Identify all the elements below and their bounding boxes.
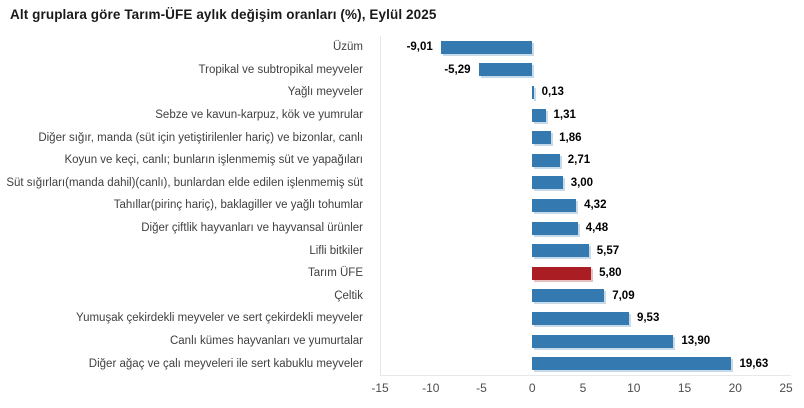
- bar: [440, 40, 533, 54]
- value-label: 9,53: [636, 312, 660, 325]
- x-axis-tick: -10: [422, 381, 440, 395]
- chart-row: Diğer çiftlik hayvanları ve hayvansal ür…: [0, 217, 804, 240]
- category-label: Çeltik: [334, 289, 363, 302]
- bar: [532, 334, 674, 348]
- bar: [532, 85, 534, 99]
- bar: [532, 108, 546, 122]
- chart-row: Yağlı meyveler 0,13: [0, 81, 804, 104]
- chart-row: Çeltik 7,09: [0, 285, 804, 308]
- chart-row: Sebze ve kavun-karpuz, kök ve yumrular 1,…: [0, 104, 804, 127]
- value-label: 1,31: [553, 109, 576, 122]
- value-label: -5,29: [444, 63, 471, 76]
- chart-row: Koyun ve keçi, canlı; bunların işlenmemi…: [0, 149, 804, 172]
- value-label: 0,13: [541, 86, 564, 99]
- chart-row: Diğer sığır, manda (süt için yetiştirile…: [0, 126, 804, 149]
- category-label: Koyun ve keçi, canlı; bunların işlenmemi…: [64, 154, 363, 167]
- bar: [532, 176, 563, 190]
- chart-row: Tahıllar(pirinç hariç), baklagiller ve y…: [0, 194, 804, 217]
- category-label: Tahıllar(pirinç hariç), baklagiller ve y…: [113, 199, 363, 212]
- category-label: Yumuşak çekirdekli meyveler ve sert çeki…: [76, 312, 363, 325]
- bar: [532, 289, 605, 303]
- bar: [478, 63, 533, 77]
- chart-title: Alt gruplara göre Tarım-ÜFE aylık değişi…: [10, 7, 437, 22]
- chart-row: Lifli bitkiler 5,57: [0, 239, 804, 262]
- highlight-bar: [532, 266, 592, 280]
- x-axis-tick: 0: [528, 381, 536, 395]
- value-label: 7,09: [612, 289, 635, 302]
- bar: [532, 244, 589, 258]
- value-label: 4,32: [584, 199, 607, 212]
- category-label: Diğer sığır, manda (süt için yetiştirile…: [38, 131, 363, 144]
- x-axis: -15 -10 -5 0 5 10 15 20 25: [0, 381, 804, 397]
- category-label: Tropikal ve subtropikal meyveler: [198, 63, 363, 76]
- bar: [532, 131, 552, 145]
- chart-row: Üzüm -9,01: [0, 36, 804, 59]
- category-label: Diğer ağaç ve çalı meyveleri ile sert ka…: [88, 357, 363, 370]
- category-label: Diğer çiftlik hayvanları ve hayvansal ür…: [141, 222, 363, 235]
- x-axis-tick: 25: [779, 381, 793, 395]
- chart-row: Tarım ÜFE 5,80: [0, 262, 804, 285]
- category-label: Süt sığırları(manda dahil)(canlı), bunla…: [6, 176, 363, 189]
- x-axis-tick: 5: [579, 381, 587, 395]
- category-label: Yağlı meyveler: [287, 86, 363, 99]
- value-label: 4,48: [585, 222, 609, 235]
- chart-row: Süt sığırları(manda dahil)(canlı), bunla…: [0, 172, 804, 195]
- category-label: Canlı kümes hayvanları ve yumurtalar: [169, 335, 363, 348]
- bar: [532, 153, 560, 167]
- bar: [532, 311, 629, 325]
- x-axis-tick: 20: [728, 381, 742, 395]
- category-label: Lifli bitkiler: [309, 244, 363, 257]
- plot-left-border: [380, 36, 381, 375]
- chart-row: Canlı kümes hayvanları ve yumurtalar 13,9…: [0, 330, 804, 353]
- x-axis-tick: 15: [677, 381, 692, 395]
- value-label: 3,00: [570, 176, 594, 189]
- value-label: -9,01: [406, 41, 433, 54]
- chart-row: Tropikal ve subtropikal meyveler -5,29: [0, 59, 804, 82]
- plot-rows: Üzüm -9,01 Tropikal ve subtropikal meyvele…: [0, 36, 804, 375]
- value-label: 1,86: [559, 131, 582, 144]
- value-label: 5,80: [599, 267, 622, 280]
- x-axis-tick: -15: [371, 381, 389, 395]
- value-label: 13,90: [681, 335, 711, 348]
- value-label: 2,71: [567, 154, 591, 167]
- category-label: Sebze ve kavun-karpuz, kök ve yumrular: [155, 109, 363, 122]
- category-label: Üzüm: [332, 41, 363, 54]
- chart-row: Diğer ağaç ve çalı meyveleri ile sert ka…: [0, 352, 804, 375]
- bar: [532, 221, 578, 235]
- bar: [532, 357, 732, 371]
- x-axis-line: [380, 375, 791, 376]
- value-label: 5,57: [596, 244, 620, 257]
- x-axis-tick: -5: [476, 381, 487, 395]
- category-label: Tarım ÜFE: [308, 267, 363, 280]
- chart-row: Yumuşak çekirdekli meyveler ve sert çeki…: [0, 307, 804, 330]
- x-axis-tick: 10: [627, 381, 641, 395]
- bar: [532, 198, 577, 212]
- value-label: 19,63: [739, 357, 769, 370]
